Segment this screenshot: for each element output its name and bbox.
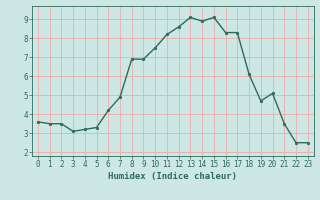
X-axis label: Humidex (Indice chaleur): Humidex (Indice chaleur) bbox=[108, 172, 237, 181]
